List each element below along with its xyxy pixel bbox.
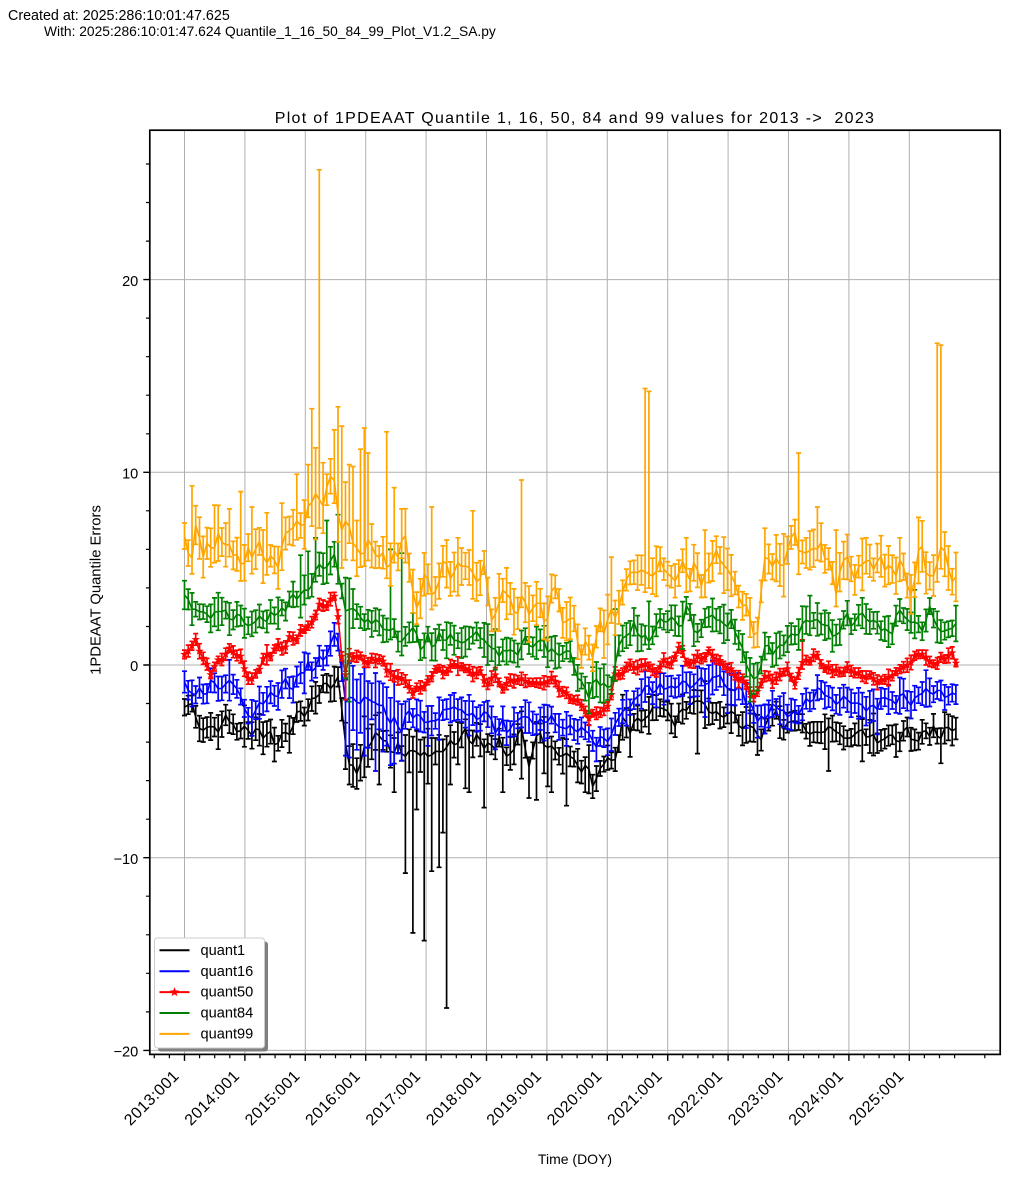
svg-text:quant84: quant84 bbox=[201, 1006, 254, 1022]
svg-text:0: 0 bbox=[130, 659, 138, 675]
svg-text:Created at: 2025:286:10:01:47.: Created at: 2025:286:10:01:47.625 bbox=[8, 8, 230, 24]
svg-text:1PDEAAT Quantile Errors: 1PDEAAT Quantile Errors bbox=[89, 505, 105, 675]
svg-text:−20: −20 bbox=[114, 1045, 139, 1061]
svg-text:quant1: quant1 bbox=[201, 943, 246, 959]
svg-text:quant99: quant99 bbox=[201, 1027, 254, 1043]
svg-text:Time (DOY): Time (DOY) bbox=[538, 1151, 612, 1167]
svg-text:10: 10 bbox=[122, 467, 138, 483]
svg-text:quant50: quant50 bbox=[201, 985, 254, 1001]
svg-text:20: 20 bbox=[122, 274, 138, 290]
svg-text:quant16: quant16 bbox=[201, 964, 254, 980]
svg-text:−10: −10 bbox=[114, 852, 139, 868]
svg-text:With: 2025:286:10:01:47.624 Qu: With: 2025:286:10:01:47.624 Quantile_1_1… bbox=[44, 24, 496, 39]
svg-text:Plot of 1PDEAAT Quantile 1, 16: Plot of 1PDEAAT Quantile 1, 16, 50, 84 a… bbox=[275, 110, 876, 127]
